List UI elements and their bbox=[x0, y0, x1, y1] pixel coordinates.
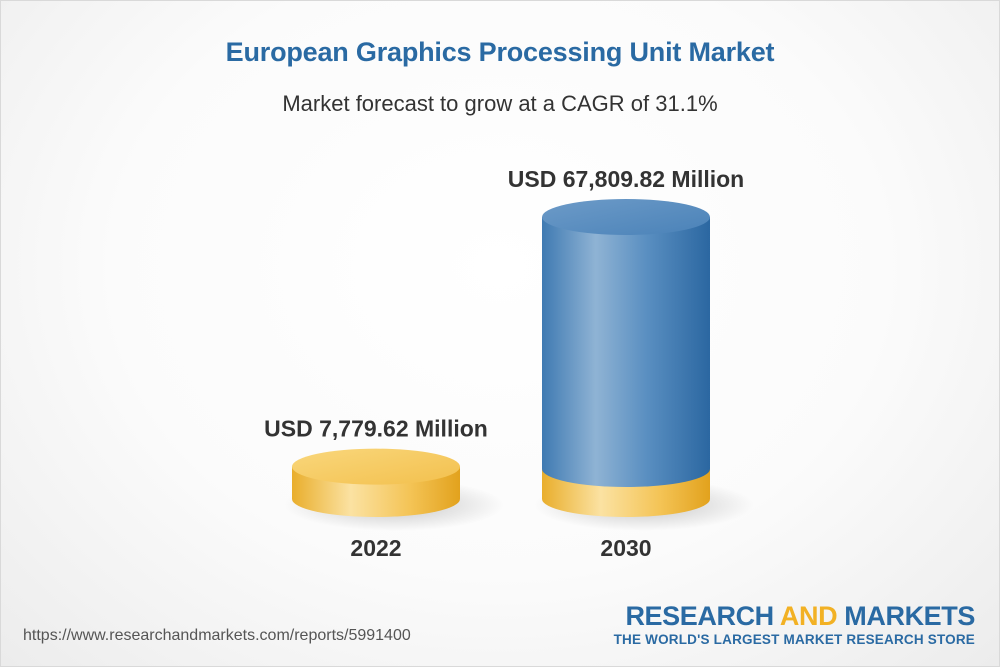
brand-name: RESEARCH AND MARKETS bbox=[614, 601, 975, 631]
brand-tagline: THE WORLD'S LARGEST MARKET RESEARCH STOR… bbox=[613, 632, 975, 647]
brand-logo: RESEARCH AND MARKETS THE WORLD'S LARGEST… bbox=[613, 601, 976, 649]
cylinder-bar-chart: USD 7,779.62 Million 2022 USD 67,809.82 Mi… bbox=[264, 166, 754, 561]
bar-2030 bbox=[542, 217, 710, 487]
bar-top-2030 bbox=[542, 199, 710, 235]
source-url[interactable]: https://www.researchandmarkets.com/repor… bbox=[23, 627, 411, 644]
x-tick-label-2030: 2030 bbox=[600, 535, 651, 561]
chart-subtitle: Market forecast to grow at a CAGR of 31.… bbox=[282, 91, 718, 116]
brand-word-and: AND bbox=[779, 601, 838, 631]
bar-top-2022 bbox=[292, 448, 460, 485]
data-label-2030: USD 67,809.82 Million bbox=[508, 166, 744, 192]
data-label-2022: USD 7,779.62 Million bbox=[264, 416, 488, 442]
x-tick-label-2022: 2022 bbox=[350, 535, 401, 561]
brand-word-research: RESEARCH bbox=[625, 601, 774, 631]
chart-title: European Graphics Processing Unit Market bbox=[225, 37, 775, 67]
brand-word-markets: MARKETS bbox=[844, 601, 975, 631]
